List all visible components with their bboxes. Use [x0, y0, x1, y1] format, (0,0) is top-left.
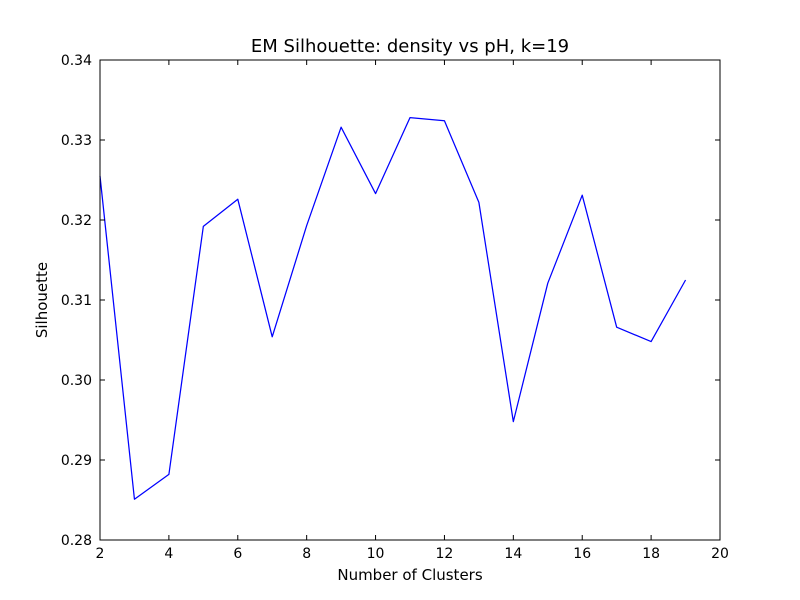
x-axis-title: Number of Clusters — [337, 566, 482, 584]
plot-frame — [99, 59, 721, 541]
x-tick-label: 4 — [164, 546, 173, 562]
chart-title: EM Silhouette: density vs pH, k=19 — [251, 36, 569, 57]
x-tick-label: 8 — [302, 546, 311, 562]
y-tick-label: 0.30 — [61, 373, 92, 389]
y-tick-label: 0.31 — [61, 293, 92, 309]
y-tick-label: 0.29 — [61, 453, 92, 469]
x-tick-label: 2 — [96, 546, 105, 562]
x-tick-label: 6 — [233, 546, 242, 562]
ticks-layer: 2 4 6 8 10 12 14 16 18 20 0.28 0.29 0.30 0.31 0.32 0.33… — [61, 53, 729, 562]
x-tick-label: 12 — [436, 546, 454, 562]
x-tick-label: 10 — [367, 546, 385, 562]
x-tick-label: 20 — [711, 546, 729, 562]
x-tick-label: 16 — [573, 546, 591, 562]
x-tick-label: 18 — [642, 546, 660, 562]
x-tick-label: 14 — [504, 546, 522, 562]
y-tick-label: 0.32 — [61, 213, 92, 229]
series-layer — [99, 116, 687, 500]
series-line — [99, 116, 687, 500]
y-tick-label: 0.28 — [61, 533, 92, 549]
y-tick-label: 0.34 — [61, 53, 92, 69]
y-tick-label: 0.33 — [61, 133, 92, 149]
y-axis-title: Silhouette — [33, 262, 51, 338]
